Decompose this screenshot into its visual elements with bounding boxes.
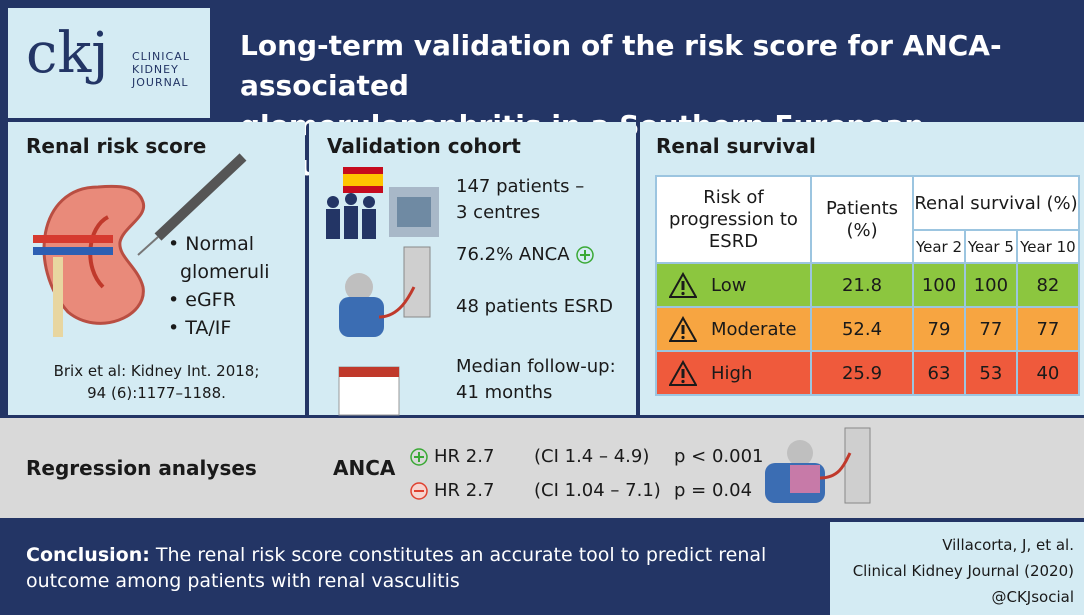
warning-icon — [669, 360, 697, 387]
reference-line: Brix et al: Kidney Int. 2018; — [8, 360, 305, 382]
data-cell: 79 — [913, 307, 965, 351]
page: CKJ infographic {"header":{"logo_mark":"… — [0, 0, 1084, 615]
header-cell: Renal survival (%) — [913, 176, 1079, 230]
data-cell: 21.8 — [811, 263, 913, 307]
regression-cell: HR 2.7 — [434, 474, 528, 508]
item-line: 76.2% ANCA — [456, 242, 570, 268]
cohort-panel: Validation cohort 147 patients – 3 centr… — [309, 122, 636, 415]
header-cell: Patients (%) — [811, 176, 913, 263]
section-title: Regression analyses — [26, 456, 257, 480]
data-cell: 77 — [1017, 307, 1079, 351]
risk-label: Low — [711, 275, 746, 296]
citation-line: Clinical Kidney Journal (2020) — [830, 558, 1074, 584]
regression-label: ANCA — [333, 456, 395, 480]
risk-panel: Renal risk score • Normal glomeruli • eG… — [8, 122, 305, 415]
item-line: 41 months — [456, 380, 616, 406]
panel-title: Validation cohort — [327, 134, 521, 158]
regression-cell: (CI 1.4 – 4.9) — [534, 440, 668, 474]
risk-label: High — [711, 363, 752, 384]
regression-row: HR 2.7(CI 1.04 – 7.1)p = 0.04 — [410, 474, 774, 508]
cohort-item: 147 patients – 3 centres — [456, 174, 584, 226]
conclusion: Conclusion: The renal risk score constit… — [26, 542, 806, 594]
reference-line: 94 (6):1177–1188. — [8, 382, 305, 404]
header-cell: Risk of progression to ESRD — [656, 176, 811, 263]
data-cell: 82 — [1017, 263, 1079, 307]
cohort-icons — [319, 167, 449, 417]
risk-label: Moderate — [711, 319, 797, 340]
bullet-cont: glomeruli — [168, 258, 270, 286]
bullet-text: eGFR — [185, 289, 236, 311]
logo-line: KIDNEY — [132, 63, 190, 76]
logo-text: CLINICAL KIDNEY JOURNAL — [132, 50, 190, 89]
regression-band: Regression analyses ANCA HR 2.7(CI 1.4 –… — [0, 418, 1084, 518]
warning-icon — [669, 316, 697, 343]
logo-line: CLINICAL — [132, 50, 190, 63]
subheader-cell: Year 10 — [1017, 230, 1079, 263]
data-cell: 100 — [913, 263, 965, 307]
body: ckj CLINICAL KIDNEY JOURNAL Long-term va… — [0, 0, 1084, 615]
minus-icon — [410, 482, 428, 500]
regression-row: HR 2.7(CI 1.4 – 4.9)p < 0.001 — [410, 440, 774, 474]
warning-icon — [669, 272, 697, 299]
item-line: 48 patients ESRD — [456, 294, 613, 320]
citation-line: @CKJsocial — [830, 584, 1074, 610]
bullet-text: Normal — [185, 233, 254, 255]
conclusion-label: Conclusion: — [26, 544, 150, 566]
citation-line: Villacorta, J, et al. — [830, 532, 1074, 558]
risk-cell: Moderate — [656, 307, 811, 351]
survival-panel: Renal survival Risk of progression to ES… — [640, 122, 1084, 415]
logo-line: JOURNAL — [132, 76, 190, 89]
data-cell: 53 — [965, 351, 1017, 395]
item-line: 147 patients – — [456, 174, 584, 200]
bullet-text: TA/IF — [185, 317, 231, 339]
bullet-list: • Normal glomeruli • eGFR • TA/IF — [168, 230, 270, 342]
data-cell: 52.4 — [811, 307, 913, 351]
logo-box: ckj CLINICAL KIDNEY JOURNAL — [8, 8, 210, 118]
bullet: • Normal — [168, 230, 270, 258]
item-line: 3 centres — [456, 200, 584, 226]
plus-icon — [410, 448, 428, 466]
subheader-cell: Year 5 — [965, 230, 1017, 263]
survival-table: Risk of progression to ESRD Patients (%)… — [655, 175, 1080, 396]
bullet: • eGFR — [168, 286, 270, 314]
plus-icon — [576, 246, 594, 264]
cohort-item: 76.2% ANCA — [456, 242, 594, 268]
regression-cell: p < 0.001 — [674, 440, 774, 474]
item-line: Median follow-up: — [456, 354, 616, 380]
dialysis-illustration — [760, 423, 880, 513]
reference: Brix et al: Kidney Int. 2018; 94 (6):117… — [8, 360, 305, 404]
citation-box: Villacorta, J, et al. Clinical Kidney Jo… — [830, 522, 1084, 615]
regression-cell: (CI 1.04 – 7.1) — [534, 474, 668, 508]
regression-cell: HR 2.7 — [434, 440, 528, 474]
subheader-cell: Year 2 — [913, 230, 965, 263]
data-cell: 25.9 — [811, 351, 913, 395]
cohort-item: 48 patients ESRD — [456, 294, 613, 320]
risk-cell: High — [656, 351, 811, 395]
logo-mark: ckj — [26, 26, 109, 82]
data-cell: 77 — [965, 307, 1017, 351]
cohort-item: Median follow-up: 41 months — [456, 354, 616, 406]
data-cell: 40 — [1017, 351, 1079, 395]
panel-title: Renal survival — [656, 134, 816, 158]
header-row: Risk of progression to ESRD Patients (%)… — [656, 176, 1079, 230]
regression-cell: p = 0.04 — [674, 474, 774, 508]
bullet: • TA/IF — [168, 314, 270, 342]
title-line: Long-term validation of the risk score f… — [240, 26, 1084, 106]
data-cell: 63 — [913, 351, 965, 395]
data-cell: 100 — [965, 263, 1017, 307]
risk-cell: Low — [656, 263, 811, 307]
